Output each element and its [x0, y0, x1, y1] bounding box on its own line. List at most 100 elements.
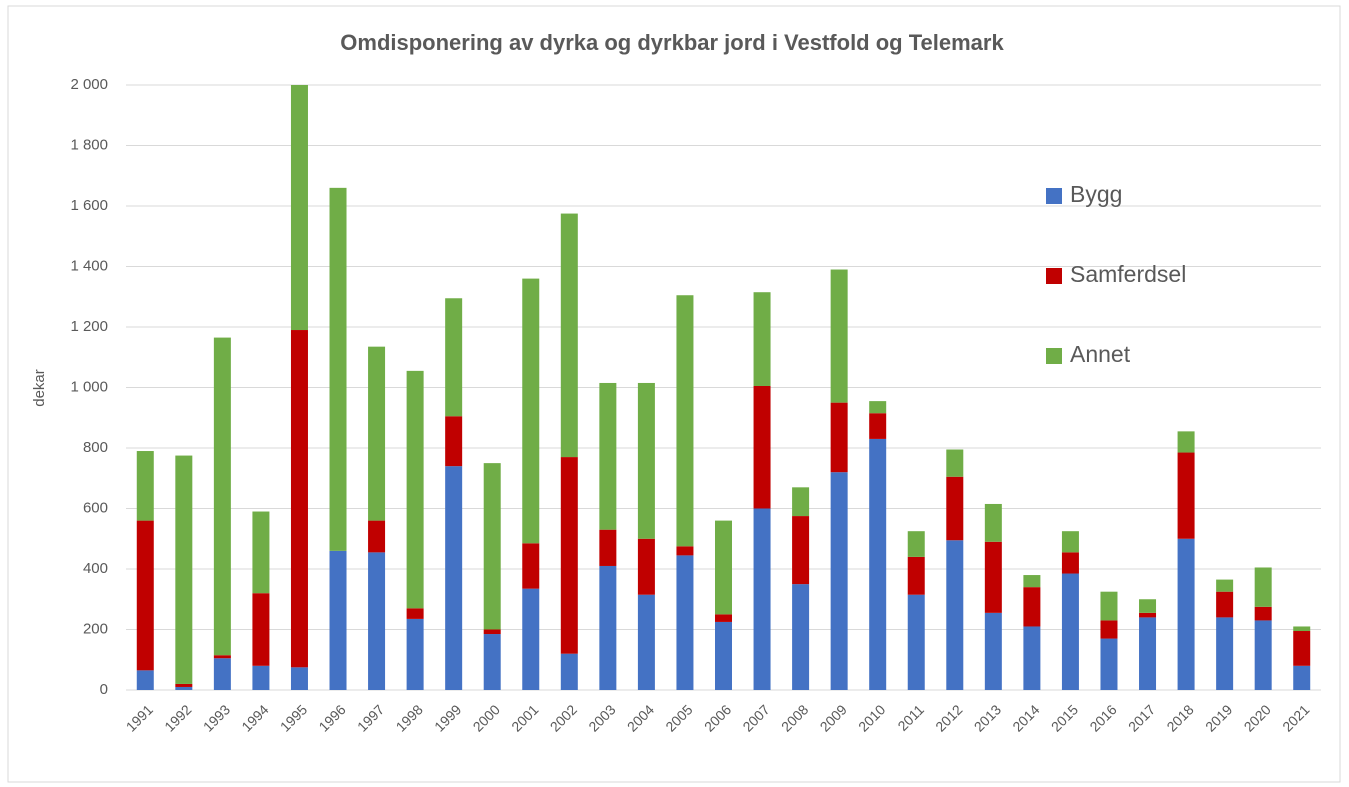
bar-segment	[830, 269, 848, 403]
bar-segment	[676, 555, 694, 690]
bar-segment	[1177, 431, 1195, 453]
bar-segment	[483, 463, 501, 630]
bar-segment	[907, 594, 925, 690]
bar-segment	[406, 370, 424, 609]
bar-segment	[406, 608, 424, 619]
bar-segment	[522, 588, 540, 690]
bar-segment	[252, 665, 270, 690]
bar-segment	[792, 516, 810, 585]
bar-segment	[560, 457, 578, 654]
y-tick-label: 1 600	[70, 197, 108, 214]
bar-segment	[1100, 620, 1118, 639]
bar-segment	[445, 466, 463, 690]
y-axis-label: dekar	[31, 369, 48, 407]
bar-segment	[290, 330, 308, 668]
y-tick-label: 800	[83, 439, 108, 456]
bar-segment	[869, 413, 887, 439]
bar-segment	[984, 612, 1002, 690]
legend-label: Annet	[1070, 341, 1131, 367]
bar-segment	[907, 531, 925, 557]
bar-segment	[1177, 452, 1195, 539]
bar-segment	[213, 655, 231, 659]
bar-segment	[213, 337, 231, 656]
bar-segment	[869, 438, 887, 690]
bar-segment	[869, 401, 887, 414]
bar-segment	[1061, 531, 1079, 553]
bar-segment	[753, 508, 771, 690]
bar-segment	[830, 402, 848, 473]
bar-segment	[753, 292, 771, 386]
bar-segment	[1216, 579, 1234, 592]
bar-segment	[1023, 587, 1041, 627]
bar-segment	[483, 634, 501, 690]
bar-segment	[637, 538, 655, 595]
y-tick-label: 1 200	[70, 318, 108, 335]
bar-segment	[946, 476, 964, 541]
bar-segment	[1061, 573, 1079, 690]
bar-segment	[1293, 631, 1311, 666]
bar-segment	[445, 298, 463, 417]
bar-segment	[1139, 599, 1157, 613]
chart-title: Omdisponering av dyrka og dyrkbar jord i…	[340, 30, 1004, 55]
bar-segment	[907, 556, 925, 595]
bar-segment	[792, 584, 810, 690]
y-tick-label: 2 000	[70, 76, 108, 93]
bar-segment	[290, 85, 308, 331]
bar-segment	[599, 529, 617, 566]
y-tick-label: 1 000	[70, 378, 108, 395]
bar-segment	[1293, 626, 1311, 632]
y-tick-label: 400	[83, 560, 108, 577]
bar-segment	[946, 449, 964, 477]
bar-segment	[1100, 638, 1118, 690]
bar-segment	[1139, 617, 1157, 690]
bar-segment	[676, 546, 694, 556]
bar-segment	[1100, 591, 1118, 621]
legend-swatch	[1046, 268, 1062, 284]
bar-segment	[329, 187, 347, 551]
bar-segment	[329, 550, 347, 690]
bar-segment	[1139, 612, 1157, 618]
bar-segment	[1216, 617, 1234, 690]
bar-segment	[715, 621, 732, 690]
bar-segment	[252, 593, 270, 666]
bar-segment	[637, 594, 655, 690]
bar-segment	[560, 213, 578, 458]
bar-segment	[753, 385, 771, 509]
legend-swatch	[1046, 348, 1062, 364]
bar-segment	[1177, 538, 1195, 690]
bar-segment	[715, 520, 732, 615]
bar-segment	[522, 278, 540, 544]
bar-segment	[290, 667, 308, 690]
bar-segment	[1254, 567, 1272, 607]
bar-segment	[676, 295, 694, 547]
bar-segment	[175, 455, 193, 684]
bar-segment	[1254, 620, 1272, 690]
bar-segment	[175, 686, 193, 690]
legend-swatch	[1046, 188, 1062, 204]
bar-segment	[213, 658, 231, 690]
bar-segment	[175, 683, 193, 687]
bar-segment	[637, 382, 655, 539]
bar-segment	[599, 565, 617, 690]
bar-segment	[984, 541, 1002, 613]
bar-segment	[522, 543, 540, 589]
bar-segment	[1293, 665, 1311, 690]
bar-segment	[715, 614, 732, 622]
bar-segment	[368, 520, 386, 553]
bar-segment	[1023, 575, 1041, 588]
y-tick-label: 1 800	[70, 136, 108, 153]
bar-segment	[1216, 591, 1234, 618]
y-tick-label: 600	[83, 499, 108, 516]
legend-label: Bygg	[1070, 181, 1122, 207]
bar-segment	[1023, 626, 1041, 690]
y-tick-label: 200	[83, 620, 108, 637]
bar-segment	[368, 346, 386, 521]
legend-label: Samferdsel	[1070, 261, 1186, 287]
bar-segment	[368, 552, 386, 690]
bar-segment	[252, 511, 270, 594]
bar-segment	[792, 487, 810, 517]
bar-segment	[1061, 552, 1079, 574]
bar-segment	[830, 472, 848, 690]
